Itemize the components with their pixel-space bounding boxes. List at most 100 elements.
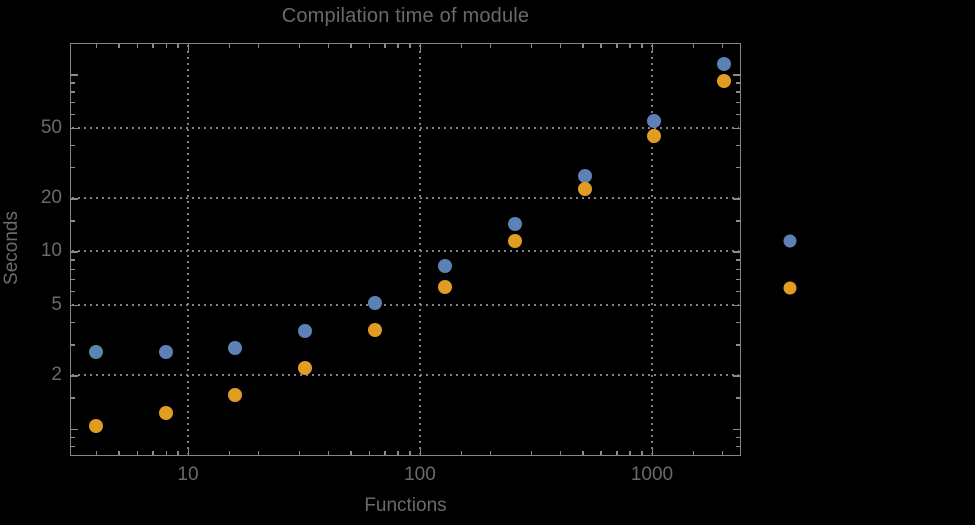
y-tick bbox=[71, 198, 78, 200]
x-tick bbox=[257, 451, 260, 455]
x-tick bbox=[530, 451, 533, 455]
y-tick bbox=[71, 428, 78, 431]
x-tick bbox=[327, 451, 330, 455]
data-point bbox=[368, 322, 382, 337]
y-tick bbox=[736, 397, 740, 399]
data-point bbox=[228, 387, 243, 402]
x-tick bbox=[616, 44, 618, 48]
y-tick bbox=[71, 101, 75, 104]
y-tick bbox=[71, 375, 78, 377]
y-tick bbox=[736, 220, 740, 222]
data-point bbox=[368, 296, 382, 311]
y-tick bbox=[71, 251, 78, 253]
x-tick bbox=[641, 451, 643, 455]
x-tick bbox=[460, 44, 463, 48]
x-tick bbox=[165, 44, 167, 48]
y-tick bbox=[733, 74, 740, 76]
y-tick bbox=[71, 436, 75, 439]
y-tick bbox=[733, 375, 740, 377]
x-tick bbox=[298, 451, 301, 455]
x-tick bbox=[692, 44, 695, 48]
x-tick bbox=[177, 451, 179, 455]
y-tick bbox=[736, 259, 740, 261]
gridline-horizontal bbox=[72, 374, 739, 377]
data-point bbox=[298, 360, 313, 375]
x-tick bbox=[629, 44, 631, 48]
x-tick bbox=[721, 44, 724, 48]
y-tick-label: 2 bbox=[51, 364, 62, 386]
y-tick bbox=[736, 101, 740, 104]
y-tick bbox=[71, 304, 78, 307]
x-tick bbox=[187, 448, 190, 455]
y-tick bbox=[736, 91, 740, 93]
y-tick bbox=[71, 397, 75, 399]
y-tick-label: 20 bbox=[40, 187, 62, 209]
data-point bbox=[717, 57, 732, 72]
x-tick bbox=[616, 451, 618, 455]
x-tick-label: 10 bbox=[177, 464, 199, 485]
data-point bbox=[577, 182, 592, 197]
plot-frame bbox=[70, 43, 741, 456]
y-tick bbox=[71, 166, 75, 169]
x-tick bbox=[152, 44, 154, 48]
x-tick bbox=[489, 451, 492, 455]
gridline-horizontal bbox=[72, 250, 739, 253]
x-tick bbox=[95, 44, 98, 48]
y-tick bbox=[71, 220, 75, 222]
data-point bbox=[577, 169, 592, 184]
y-tick-label: 5 bbox=[51, 293, 62, 315]
gridline-vertical bbox=[186, 45, 189, 454]
x-tick bbox=[530, 44, 533, 48]
data-point bbox=[507, 233, 522, 248]
x-tick bbox=[384, 451, 386, 455]
x-tick bbox=[136, 44, 139, 48]
gridline-vertical bbox=[418, 45, 421, 454]
y-tick bbox=[71, 278, 75, 281]
y-tick bbox=[71, 127, 78, 130]
x-tick bbox=[368, 44, 370, 48]
x-tick bbox=[600, 451, 602, 455]
x-tick bbox=[582, 44, 584, 48]
y-tick bbox=[71, 259, 75, 261]
x-tick bbox=[228, 451, 231, 455]
y-tick bbox=[736, 166, 740, 169]
x-tick bbox=[409, 44, 411, 48]
gridline-horizontal bbox=[72, 303, 739, 306]
x-tick bbox=[350, 451, 352, 455]
x-tick bbox=[228, 44, 231, 48]
y-tick bbox=[736, 445, 740, 448]
y-tick bbox=[733, 198, 740, 200]
y-tick bbox=[71, 113, 75, 115]
x-tick bbox=[460, 451, 463, 455]
x-tick bbox=[187, 44, 190, 51]
x-tick bbox=[489, 44, 492, 48]
y-tick bbox=[733, 251, 740, 253]
y-tick bbox=[71, 144, 75, 147]
y-tick bbox=[736, 278, 740, 281]
legend-marker-orange bbox=[783, 281, 797, 295]
data-point bbox=[298, 324, 313, 339]
x-tick bbox=[721, 451, 724, 455]
x-tick bbox=[298, 44, 301, 48]
x-tick bbox=[651, 448, 654, 455]
data-point bbox=[647, 113, 662, 128]
x-tick bbox=[582, 451, 584, 455]
y-tick bbox=[736, 82, 740, 84]
y-tick-label: 50 bbox=[40, 116, 62, 138]
x-tick bbox=[397, 451, 399, 455]
x-axis-label: Functions bbox=[364, 495, 447, 516]
y-tick bbox=[733, 304, 740, 307]
x-tick bbox=[419, 44, 422, 51]
x-tick bbox=[384, 44, 386, 48]
y-tick bbox=[733, 127, 740, 130]
y-tick bbox=[71, 74, 78, 76]
x-tick bbox=[651, 44, 654, 51]
x-tick bbox=[559, 44, 562, 48]
gridline-horizontal bbox=[72, 197, 739, 200]
x-tick bbox=[152, 451, 154, 455]
y-tick bbox=[736, 290, 740, 293]
x-tick bbox=[368, 451, 370, 455]
data-point bbox=[507, 216, 522, 231]
data-point bbox=[647, 128, 662, 143]
y-tick bbox=[733, 428, 740, 431]
